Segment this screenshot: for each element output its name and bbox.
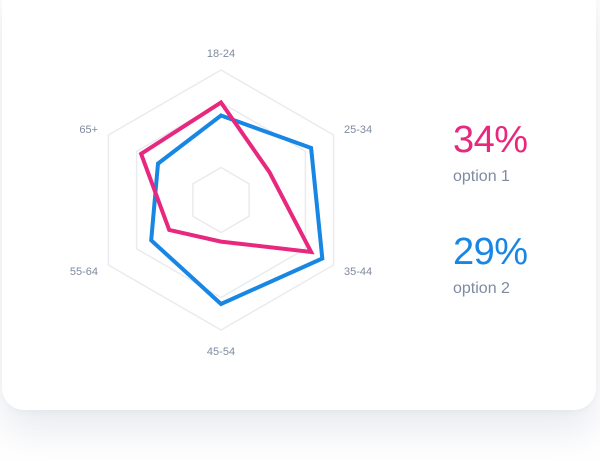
axis-label-0: 18-24 (207, 48, 235, 60)
series-option-1 (138, 99, 315, 255)
chart-card (2, 0, 596, 410)
radar-series (138, 99, 325, 307)
stat-option-2-value: 29% (453, 231, 528, 273)
stat-option-2: 29% option 2 (453, 232, 593, 299)
grid-ring-3 (107, 69, 335, 331)
stat-option-1: 34% option 1 (453, 120, 593, 187)
stat-option-2-label: option 2 (453, 280, 510, 297)
grid-ring-2 (135, 101, 307, 299)
axis-label-3: 45-54 (207, 346, 235, 358)
series-option-2 (149, 113, 325, 307)
grid-ring-1 (192, 166, 250, 234)
axis-label-5: 65+ (79, 124, 98, 136)
axis-label-4: 55-64 (70, 266, 98, 278)
axis-label-1: 25-34 (344, 124, 372, 136)
axis-label-2: 35-44 (344, 266, 372, 278)
radar-grid (107, 69, 335, 331)
stat-option-1-label: option 1 (453, 168, 510, 185)
stat-option-1-value: 34% (453, 119, 528, 161)
radar-axis-labels: 18-24 25-34 35-44 45-54 55-64 65+ (70, 48, 372, 358)
